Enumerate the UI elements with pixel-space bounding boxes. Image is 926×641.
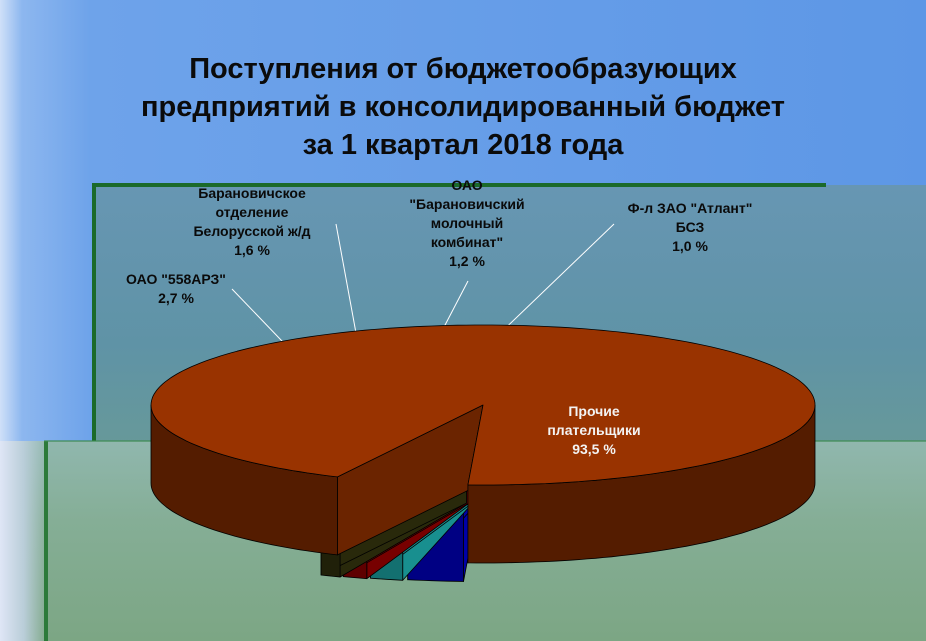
floor-left-fade (0, 441, 48, 641)
slice-value-dairy-plant: 1,2 % (449, 253, 485, 269)
slice-value-other-payers: 93,5 % (572, 441, 616, 457)
slice-label-other-payers: Прочие плательщики 93,5 % (506, 402, 682, 459)
slice-value-atlant-bsz: 1,0 % (672, 238, 708, 254)
slice-label-dairy-plant: ОАО "Барановичский молочный комбинат" 1,… (382, 176, 552, 271)
slice-label-dairy-plant-line-2: "Барановичский (409, 196, 525, 212)
slice-label-dairy-plant-line-1: ОАО (451, 177, 483, 193)
slice-label-dairy-plant-line-4: комбинат" (430, 234, 504, 250)
slice-label-558arz: ОАО "558АРЗ" 2,7 % (96, 270, 256, 308)
slice-label-558arz-line-1: ОАО "558АРЗ" (126, 271, 226, 287)
slice-value-railway-branch: 1,6 % (234, 242, 270, 258)
chart-title-line-3: за 1 квартал 2018 года (302, 129, 624, 161)
slice-label-atlant-bsz: Ф-л ЗАО "Атлант" БСЗ 1,0 % (600, 199, 780, 256)
slice-label-railway-branch-line-2: отделение (215, 204, 289, 220)
pie-slices (150, 324, 816, 582)
chart-title: Поступления от бюджетообразующих предпри… (0, 50, 926, 164)
slice-label-other-payers-line-1: Прочие (568, 403, 620, 419)
pie-slice-other-payers (150, 324, 816, 564)
slice-label-railway-branch-line-1: Барановичское (198, 185, 306, 201)
slice-label-other-payers-line-2: плательщики (547, 422, 641, 438)
slice-value-558arz: 2,7 % (158, 290, 194, 306)
floor-left-edge (44, 441, 48, 641)
slice-label-dairy-plant-line-3: молочный (430, 215, 504, 231)
slice-label-railway-branch: Барановичское отделение Белорусской ж/д … (172, 184, 332, 260)
slice-label-railway-branch-line-3: Белорусской ж/д (193, 223, 311, 239)
back-wall-left-edge (92, 183, 96, 441)
back-wall-top-edge (92, 183, 826, 187)
chart-title-line-2: предприятий в консолидированный бюджет (140, 91, 786, 123)
slice-label-atlant-bsz-line-2: БСЗ (675, 219, 705, 235)
pie-slice-other-payers-top (150, 324, 816, 486)
slice-label-atlant-bsz-line-1: Ф-л ЗАО "Атлант" (627, 200, 753, 216)
chart-title-line-1: Поступления от бюджетообразующих (189, 53, 737, 85)
